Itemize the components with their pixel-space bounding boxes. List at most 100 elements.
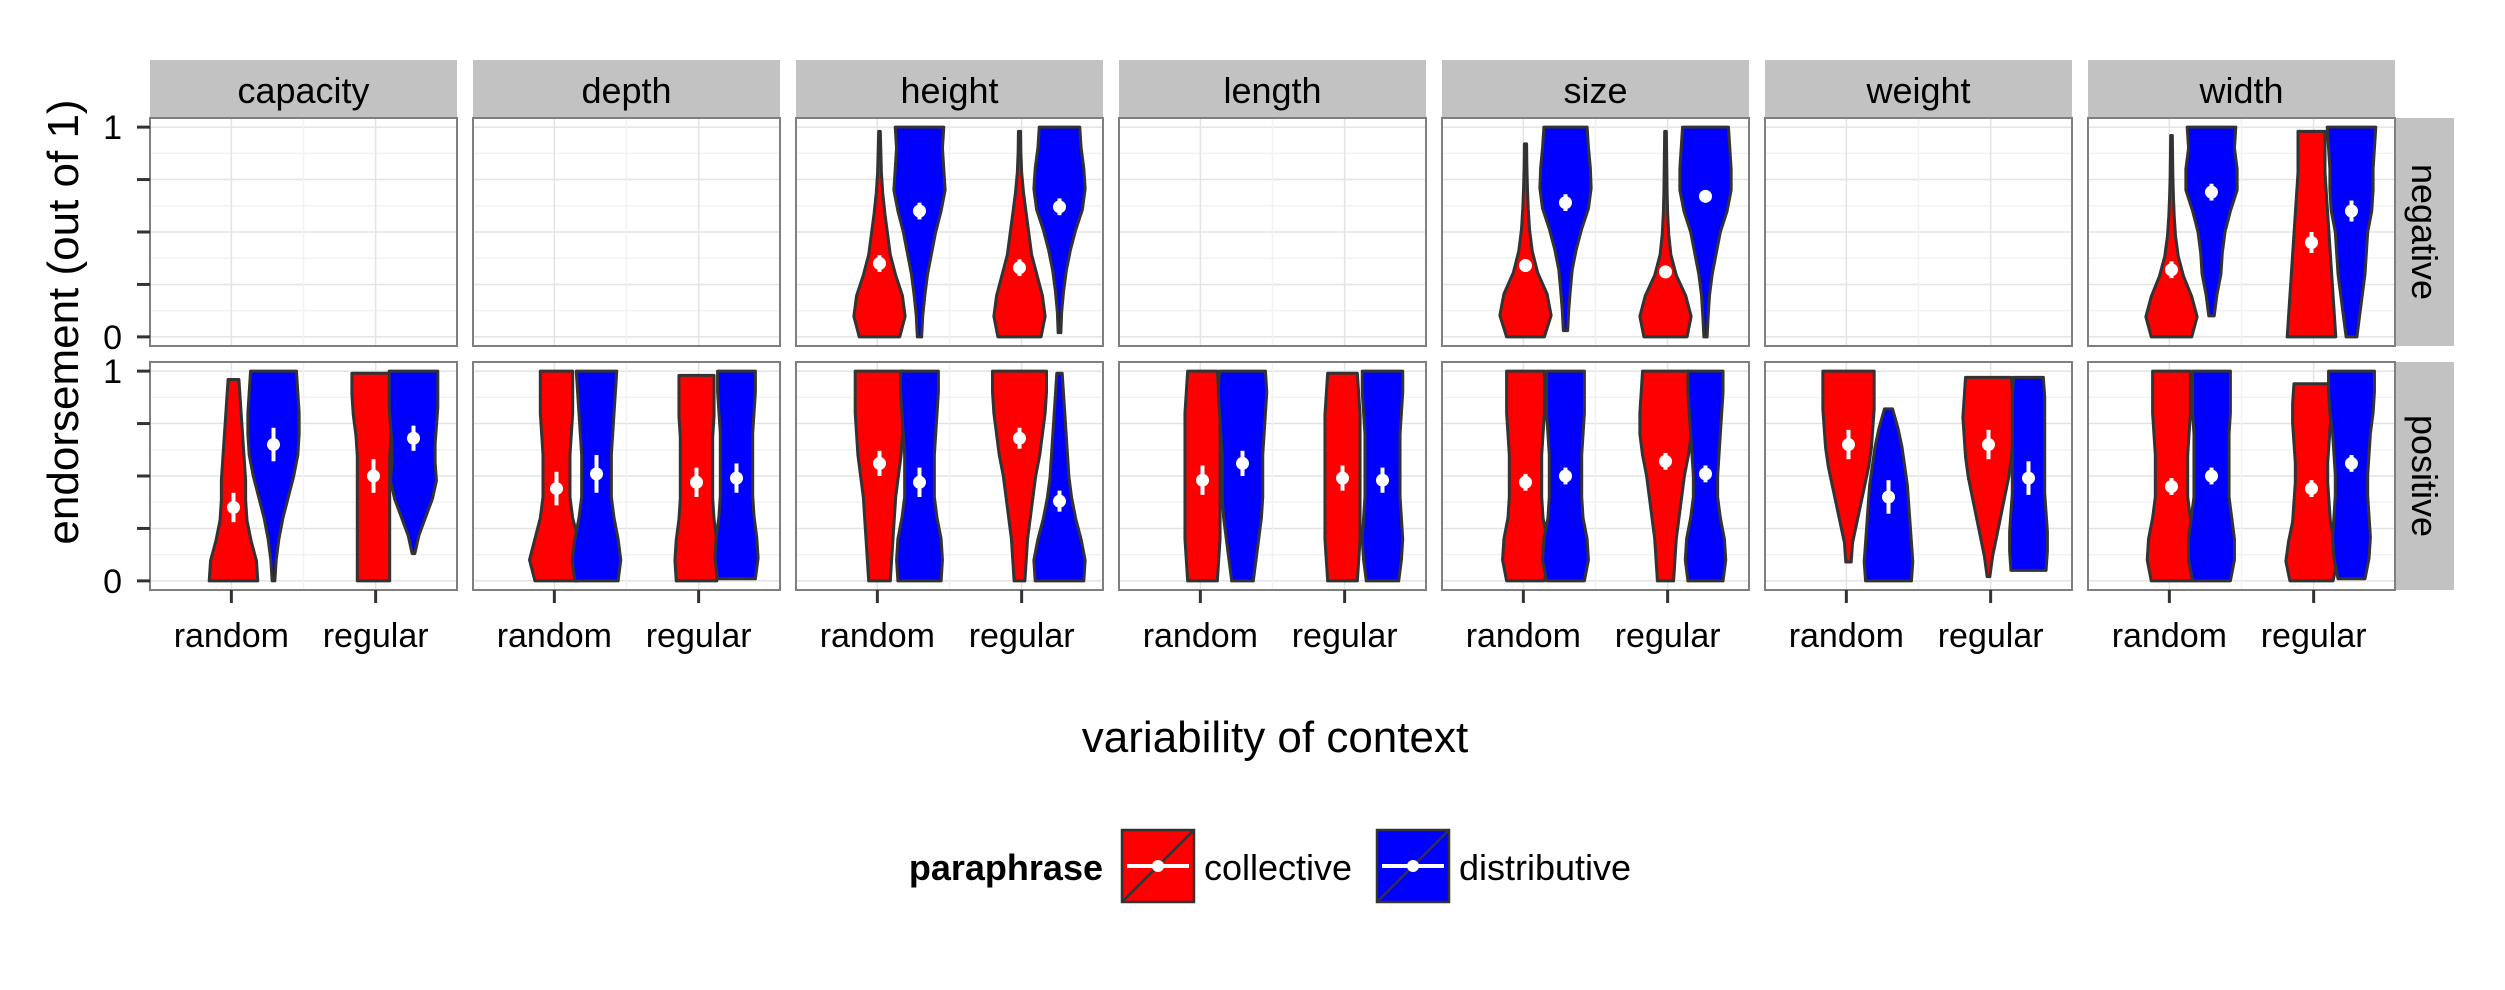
legend-title: paraphrase (909, 847, 1103, 888)
legend-label-collective: collective (1204, 847, 1352, 888)
strip-label-negative: negative (2404, 164, 2445, 300)
violin-size-positive-regular-collective (1638, 369, 1693, 583)
column-strips: capacity depth height length size weight width (150, 60, 2395, 118)
violin-capacity-positive-regular-distributive (387, 369, 440, 556)
strip-label-height: height (900, 70, 998, 111)
y-axis-title: endorsement (out of 1) (39, 99, 88, 544)
x-tick-label-regular: regular (323, 617, 429, 655)
strip-label-capacity: capacity (237, 70, 369, 111)
legend-key-collective (1120, 828, 1196, 904)
violin-height-negative-regular-collective (992, 129, 1047, 339)
mean-point (2345, 204, 2358, 218)
violin-size-negative-random-distributive (1538, 125, 1593, 333)
mean-point (913, 475, 926, 489)
x-tick-label-random: random (1789, 617, 1904, 655)
strip-label-weight: weight (1865, 70, 1970, 111)
panel-size-positive (1441, 361, 1750, 591)
mean-point (1013, 261, 1026, 275)
violin-width-positive-regular-distributive (2327, 369, 2376, 581)
row-strips: negative positive (2396, 118, 2454, 590)
panel-capacity-positive (149, 361, 458, 591)
strip-length (1119, 60, 1426, 118)
x-tick-label-random: random (1143, 617, 1258, 655)
strip-depth (473, 60, 780, 118)
panel-size-negative (1441, 117, 1750, 347)
mean-point (267, 438, 280, 452)
mean-point (1053, 494, 1066, 508)
panel-length-negative (1118, 117, 1427, 347)
violin-height-negative-regular-distributive (1032, 125, 1087, 335)
y-tick-label: 0 (103, 563, 122, 601)
mean-point (2165, 479, 2178, 493)
strip-height (796, 60, 1103, 118)
strip-label-size: size (1563, 70, 1627, 111)
y-tick-label: 0 (103, 319, 122, 357)
x-tick-label-regular: regular (1615, 617, 1721, 655)
mean-point (1882, 490, 1895, 504)
x-tick-label-random: random (1466, 617, 1581, 655)
y-tick-label: 1 (103, 109, 122, 147)
y-tick-label: 1 (103, 353, 122, 391)
strip-negative (2396, 118, 2454, 346)
x-tick-label-random: random (497, 617, 612, 655)
x-tick-label-regular: regular (2261, 617, 2367, 655)
mean-point (1659, 454, 1672, 468)
mean-point (227, 500, 240, 514)
mean-point (873, 256, 886, 270)
strip-weight (1765, 60, 2072, 118)
x-tick-label-random: random (174, 617, 289, 655)
mean-point (1053, 200, 1066, 214)
mean-point (2305, 482, 2318, 496)
x-axis: random regular random regular random regular r… (174, 590, 2367, 655)
mean-point (1559, 196, 1572, 210)
x-tick-label-regular: regular (646, 617, 752, 655)
mean-point (2205, 469, 2218, 483)
mean-point (1699, 189, 1712, 203)
mean-point (2345, 456, 2358, 470)
mean-point (2305, 235, 2318, 249)
panel-weight-negative (1764, 117, 2073, 347)
mean-point (1196, 473, 1209, 487)
violin-weight-positive-regular-collective (1961, 375, 2016, 579)
legend: paraphrase collective distributive (909, 828, 1631, 904)
mean-point (1699, 467, 1712, 481)
legend-label-distributive: distributive (1459, 847, 1631, 888)
strip-capacity (150, 60, 457, 118)
mean-point (1376, 473, 1389, 487)
strip-width (2088, 60, 2395, 118)
mean-point (367, 469, 380, 483)
mean-point (1559, 469, 1572, 483)
x-tick-label-regular: regular (969, 617, 1075, 655)
panel-depth-positive (472, 361, 781, 591)
panel-weight-positive (1764, 361, 2073, 591)
mean-point (913, 204, 926, 218)
violin-size-negative-regular-distributive (1678, 125, 1733, 339)
mean-point (2205, 185, 2218, 199)
violin-height-positive-regular-collective (991, 369, 1048, 583)
violin-capacity-positive-random-distributive (246, 369, 301, 583)
x-tick-label-regular: regular (1292, 617, 1398, 655)
legend-key-distributive (1375, 828, 1451, 904)
strip-label-width: width (2198, 70, 2283, 111)
violin-capacity-positive-random-collective (207, 378, 260, 583)
violin-height-negative-random-collective (852, 129, 907, 339)
violin-size-negative-random-collective (1498, 142, 1553, 339)
strip-label-depth: depth (581, 70, 671, 111)
mean-point (590, 467, 603, 481)
mean-point (873, 456, 886, 470)
panel-height-negative (795, 117, 1104, 347)
x-tick-label-regular: regular (1938, 617, 2044, 655)
panel-capacity-negative (149, 117, 458, 347)
panel-depth-negative (472, 117, 781, 347)
strip-size (1442, 60, 1749, 118)
violin-width-negative-random-distributive (2184, 125, 2239, 318)
mean-point (407, 431, 420, 445)
violin-weight-positive-random-collective (1821, 369, 1876, 564)
mean-point (550, 482, 563, 496)
mean-point (690, 475, 703, 489)
mean-point (1659, 265, 1672, 279)
violin-width-negative-random-collective (2144, 134, 2199, 339)
x-tick-label-random: random (2112, 617, 2227, 655)
mean-point (1236, 456, 1249, 470)
